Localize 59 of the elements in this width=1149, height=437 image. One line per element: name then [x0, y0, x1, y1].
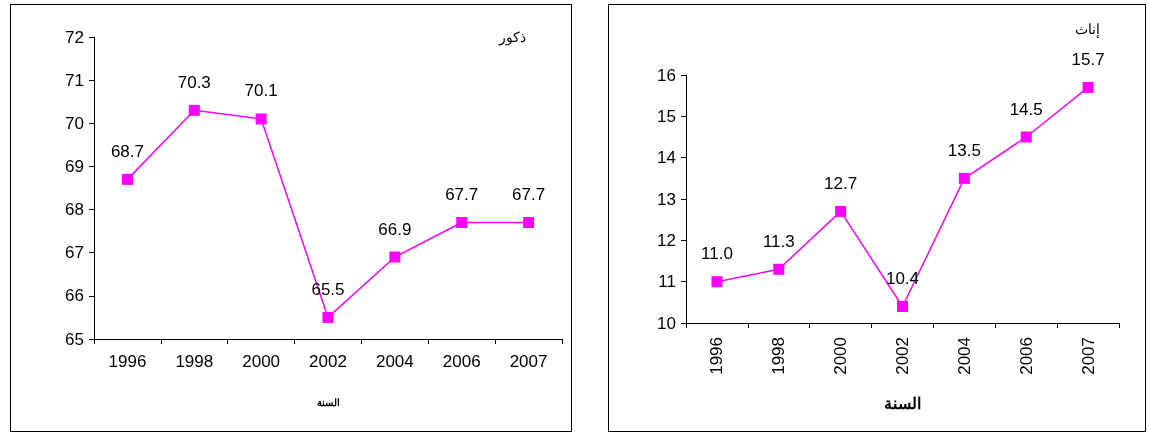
data-label: 70.1 — [244, 81, 278, 101]
x-tick-label: 1998 — [175, 352, 214, 371]
y-tick-label: 12 — [657, 230, 676, 250]
y-tick-label: 15 — [657, 106, 676, 126]
x-tick-label: 2006 — [442, 352, 481, 371]
y-tick-label: 71 — [65, 70, 84, 90]
point — [322, 311, 334, 323]
y-tick-label: 67 — [65, 243, 84, 263]
data-label: 66.9 — [378, 219, 412, 239]
data-label: 68.7 — [110, 141, 144, 161]
x-tick-label: 2007 — [509, 352, 548, 371]
point — [121, 173, 133, 185]
data-label: 67.7 — [512, 185, 546, 205]
y-tick-label: 68 — [65, 200, 84, 220]
x-tick-label: 1996 — [108, 352, 147, 371]
point — [711, 276, 723, 288]
data-label: 11.3 — [762, 231, 795, 251]
point — [523, 217, 535, 229]
x-tick-label: 1996 — [707, 337, 727, 375]
data-label: 14.5 — [1009, 99, 1043, 119]
data-label: 12.7 — [824, 173, 858, 193]
point — [897, 300, 908, 312]
y-tick-label: 11 — [658, 272, 676, 292]
point — [188, 104, 200, 116]
x-tick-label: 2002 — [309, 352, 347, 371]
point — [835, 205, 847, 217]
y-tick-label: 10 — [657, 313, 676, 333]
y-tick-label: 66 — [65, 286, 84, 306]
data-label: 15.7 — [1071, 49, 1105, 69]
point — [958, 172, 970, 184]
point — [1020, 131, 1032, 143]
y-tick-label: 13 — [657, 189, 676, 209]
chart-title: ذكور — [498, 29, 526, 46]
x-tick-label: 2000 — [831, 337, 851, 375]
point — [389, 251, 401, 263]
y-tick-label: 69 — [65, 156, 84, 176]
data-label: 13.5 — [947, 140, 981, 160]
point — [456, 217, 468, 229]
y-tick-label: 14 — [657, 148, 676, 168]
x-tick-label: 2002 — [893, 337, 912, 375]
data-label: 67.7 — [445, 185, 479, 205]
x-axis-title: السنة — [884, 394, 921, 412]
x-tick-label: 2000 — [242, 352, 281, 371]
point — [255, 113, 267, 125]
y-tick-label: 65 — [65, 329, 84, 349]
y-tick-label: 72 — [65, 27, 84, 47]
chart-title: إناث — [1075, 21, 1100, 38]
data-label: 70.3 — [177, 72, 211, 92]
point — [1082, 81, 1094, 93]
x-tick-label: 2004 — [375, 352, 414, 371]
x-tick-label: 2006 — [1016, 337, 1036, 375]
y-tick-label: 70 — [65, 113, 84, 133]
y-tick-label: 16 — [657, 65, 676, 85]
x-tick-label: 2004 — [954, 337, 974, 375]
data-label: 11.0 — [701, 244, 733, 264]
x-tick-label: 1998 — [769, 337, 789, 375]
x-tick-label: 2007 — [1078, 337, 1098, 375]
point — [773, 263, 785, 275]
x-axis-title: السنة — [316, 396, 340, 408]
